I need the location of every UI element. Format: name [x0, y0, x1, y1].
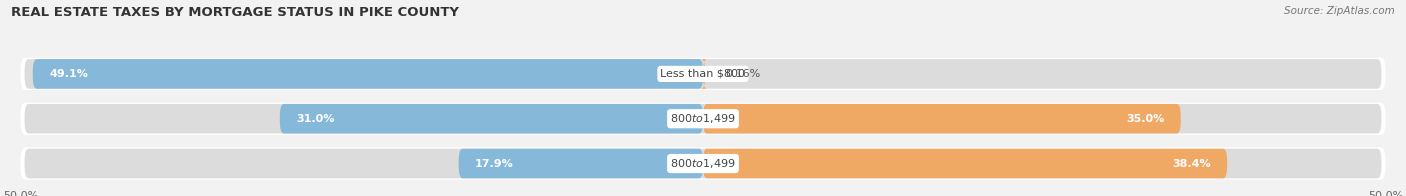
FancyBboxPatch shape: [21, 103, 1385, 135]
FancyBboxPatch shape: [21, 147, 1385, 180]
Text: 0.16%: 0.16%: [725, 69, 761, 79]
FancyBboxPatch shape: [703, 149, 1227, 178]
Text: 17.9%: 17.9%: [475, 159, 513, 169]
FancyBboxPatch shape: [703, 104, 1181, 133]
Text: 38.4%: 38.4%: [1173, 159, 1211, 169]
FancyBboxPatch shape: [24, 104, 1382, 133]
Text: Source: ZipAtlas.com: Source: ZipAtlas.com: [1284, 6, 1395, 16]
Text: 49.1%: 49.1%: [49, 69, 89, 79]
FancyBboxPatch shape: [702, 59, 707, 89]
Text: Less than $800: Less than $800: [661, 69, 745, 79]
FancyBboxPatch shape: [280, 104, 703, 133]
FancyBboxPatch shape: [24, 149, 1382, 178]
Text: REAL ESTATE TAXES BY MORTGAGE STATUS IN PIKE COUNTY: REAL ESTATE TAXES BY MORTGAGE STATUS IN …: [11, 6, 460, 19]
Text: 35.0%: 35.0%: [1126, 114, 1164, 124]
FancyBboxPatch shape: [21, 58, 1385, 90]
Text: 31.0%: 31.0%: [297, 114, 335, 124]
FancyBboxPatch shape: [458, 149, 703, 178]
FancyBboxPatch shape: [24, 59, 1382, 89]
Text: $800 to $1,499: $800 to $1,499: [671, 112, 735, 125]
FancyBboxPatch shape: [32, 59, 703, 89]
Text: $800 to $1,499: $800 to $1,499: [671, 157, 735, 170]
